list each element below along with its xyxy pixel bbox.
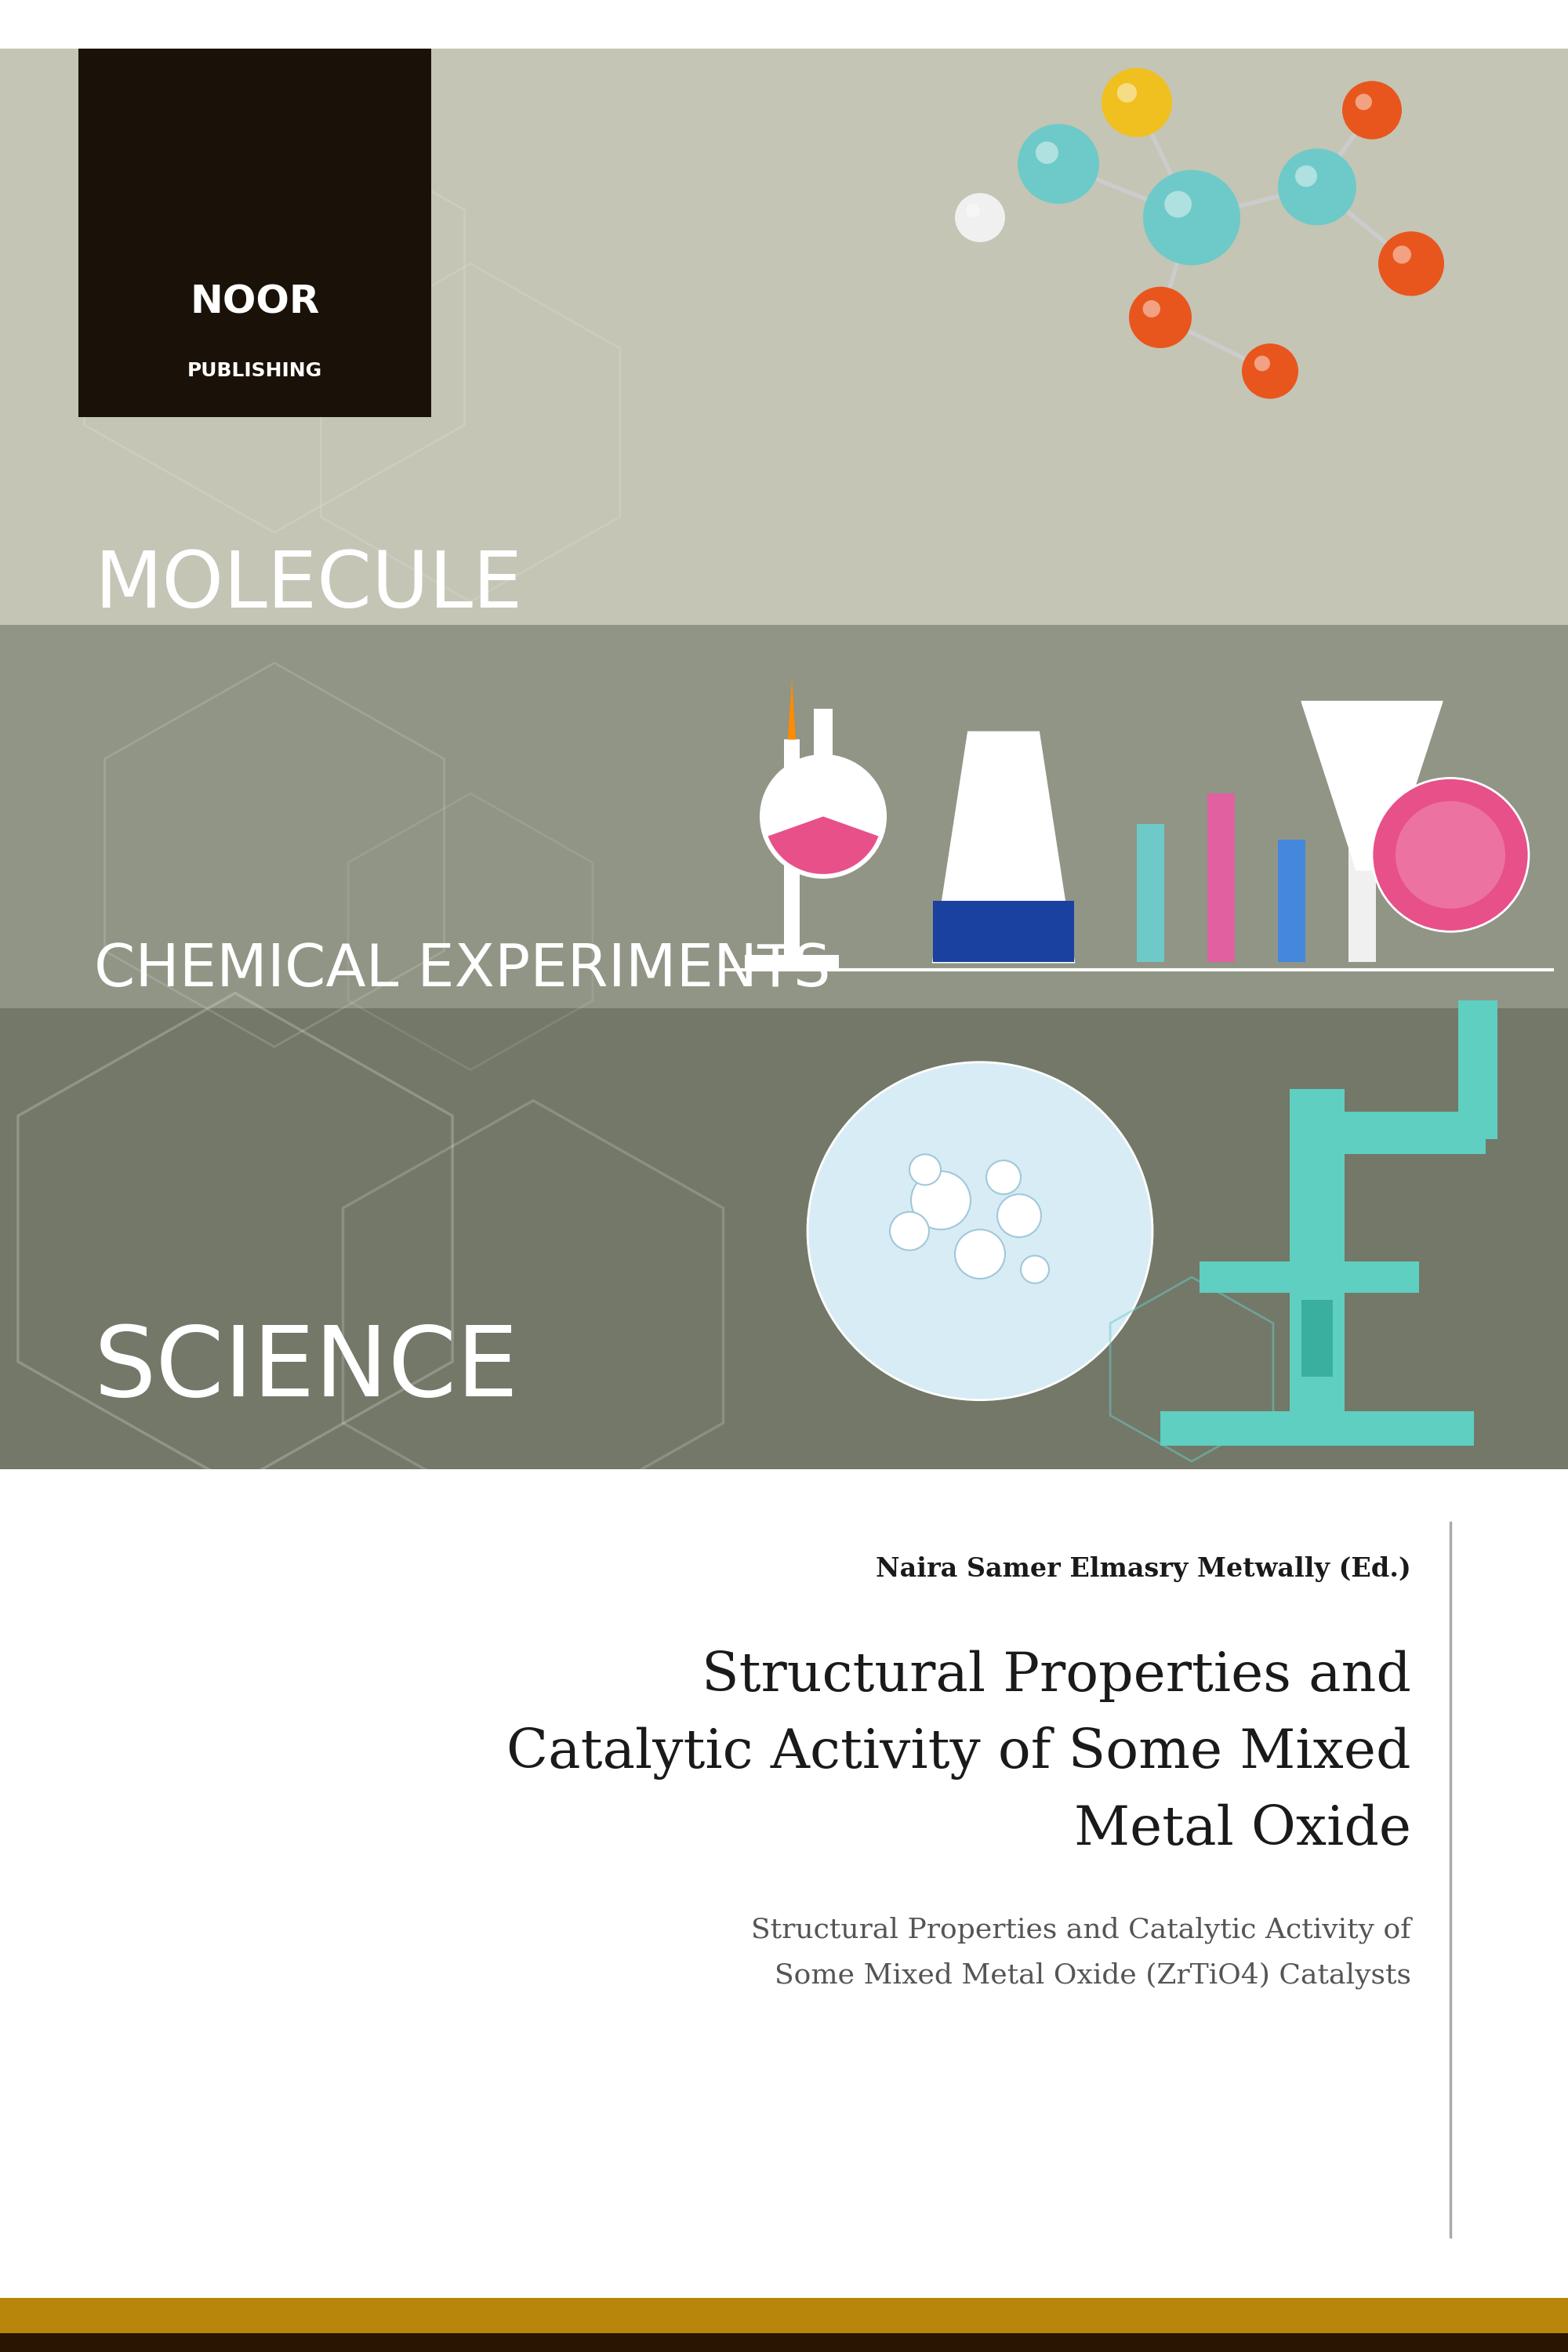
Polygon shape <box>1301 701 1443 870</box>
Circle shape <box>808 1063 1152 1399</box>
Bar <box>1278 840 1306 962</box>
Bar <box>1160 1411 1474 1446</box>
Circle shape <box>1372 779 1529 931</box>
Bar <box>0 626 1568 1009</box>
Bar <box>1301 1301 1333 1376</box>
Circle shape <box>986 1160 1021 1195</box>
Text: Structural Properties and Catalytic Activity of: Structural Properties and Catalytic Acti… <box>751 1917 1411 1943</box>
Circle shape <box>1018 125 1099 205</box>
Text: MOLECULE: MOLECULE <box>94 548 522 623</box>
Circle shape <box>1355 94 1372 111</box>
Polygon shape <box>933 731 1074 962</box>
Circle shape <box>1392 245 1411 263</box>
Text: Structural Properties and: Structural Properties and <box>702 1651 1411 1703</box>
Bar <box>1458 1000 1497 1138</box>
Text: Catalytic Activity of Some Mixed: Catalytic Activity of Some Mixed <box>506 1726 1411 1780</box>
Polygon shape <box>789 677 797 739</box>
Circle shape <box>1143 301 1160 318</box>
Circle shape <box>760 755 886 877</box>
Bar <box>784 739 800 969</box>
Circle shape <box>1378 230 1444 296</box>
Circle shape <box>891 1211 928 1251</box>
Circle shape <box>1116 82 1137 103</box>
Text: CHEMICAL EXPERIMENTS: CHEMICAL EXPERIMENTS <box>94 941 831 1000</box>
Circle shape <box>955 1230 1005 1279</box>
Polygon shape <box>933 901 1074 962</box>
Circle shape <box>1021 1256 1049 1284</box>
Bar <box>814 708 833 762</box>
Circle shape <box>1129 287 1192 348</box>
Bar <box>78 0 431 87</box>
Bar <box>1207 793 1236 962</box>
Text: SCIENCE: SCIENCE <box>94 1322 519 1416</box>
Circle shape <box>1143 169 1240 266</box>
Bar <box>1137 823 1163 962</box>
Circle shape <box>1396 802 1505 908</box>
Bar <box>1289 1112 1486 1155</box>
Bar <box>0 1009 1568 1470</box>
Bar <box>1289 1089 1345 1411</box>
Circle shape <box>1101 68 1173 136</box>
Bar <box>0 2333 1568 2352</box>
Bar <box>0 2298 1568 2352</box>
Circle shape <box>955 193 1005 242</box>
Text: Some Mixed Metal Oxide (ZrTiO4) Catalysts: Some Mixed Metal Oxide (ZrTiO4) Catalyst… <box>775 1962 1411 1990</box>
Circle shape <box>997 1195 1041 1237</box>
Circle shape <box>1254 355 1270 372</box>
Text: Metal Oxide: Metal Oxide <box>1074 1804 1411 1856</box>
Circle shape <box>1035 141 1058 165</box>
Text: PUBLISHING: PUBLISHING <box>187 362 323 381</box>
Circle shape <box>1342 80 1402 139</box>
Circle shape <box>1278 148 1356 226</box>
Circle shape <box>1165 191 1192 219</box>
Circle shape <box>1295 165 1317 186</box>
Circle shape <box>966 205 980 219</box>
Bar <box>78 80 431 416</box>
Text: نوشـ: نوشـ <box>213 0 296 21</box>
Bar <box>1200 1261 1419 1294</box>
Wedge shape <box>768 816 878 875</box>
Text: Naira Samer Elmasry Metwally (Ed.): Naira Samer Elmasry Metwally (Ed.) <box>877 1557 1411 1583</box>
Text: NOOR: NOOR <box>190 282 320 320</box>
Bar <box>745 955 839 969</box>
Circle shape <box>1242 343 1298 400</box>
Bar <box>0 49 1568 626</box>
Circle shape <box>909 1155 941 1185</box>
Bar <box>1348 771 1377 962</box>
Circle shape <box>911 1171 971 1230</box>
